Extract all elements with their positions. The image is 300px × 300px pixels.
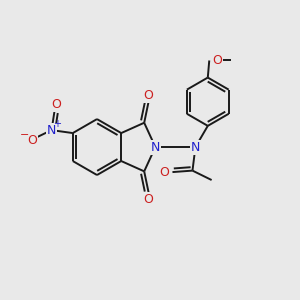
Text: O: O <box>144 88 154 102</box>
Text: O: O <box>159 166 169 178</box>
Text: N: N <box>151 141 160 154</box>
Text: N: N <box>191 141 200 154</box>
Text: −: − <box>20 130 29 140</box>
Text: N: N <box>47 124 56 136</box>
Text: O: O <box>51 98 61 111</box>
Text: O: O <box>27 134 37 147</box>
Text: O: O <box>144 193 154 206</box>
Text: +: + <box>53 118 62 129</box>
Text: O: O <box>213 54 222 67</box>
